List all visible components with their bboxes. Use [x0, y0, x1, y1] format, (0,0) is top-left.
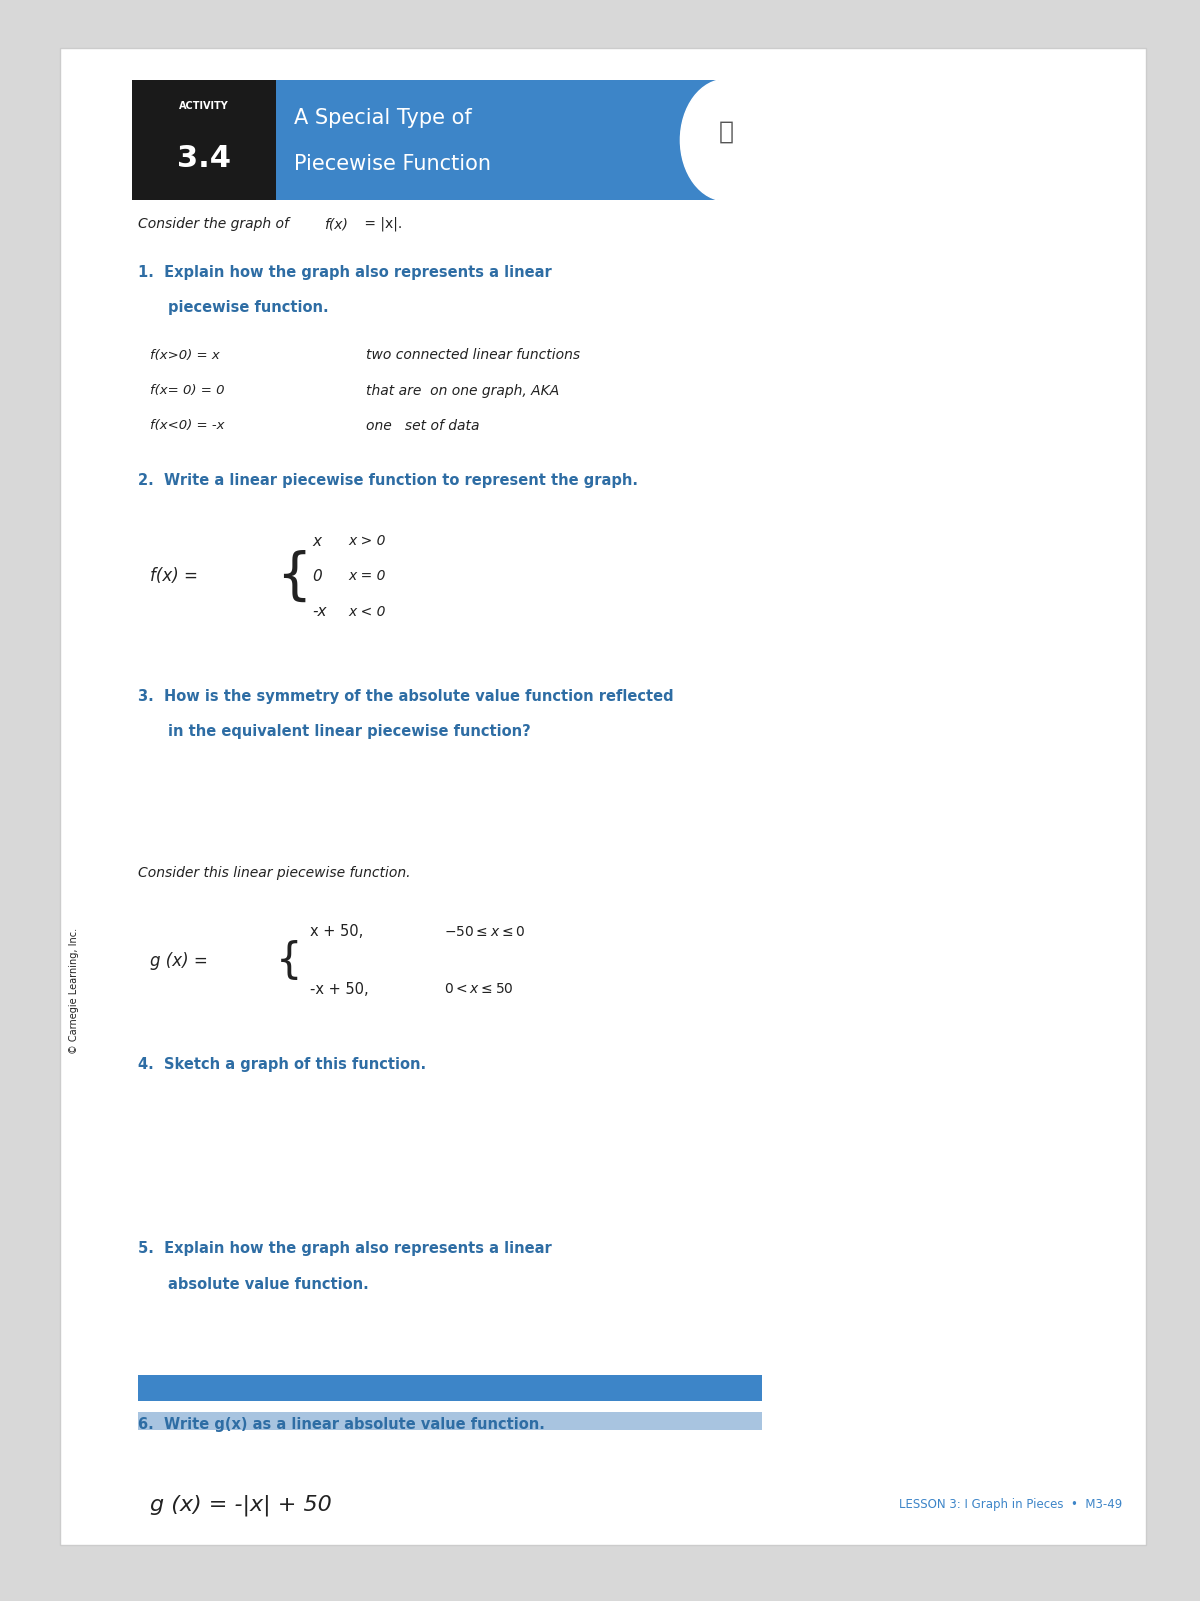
Text: = |x|.: = |x|. [360, 216, 402, 232]
Text: -x: -x [312, 604, 326, 620]
Text: -x + 50,: -x + 50, [310, 981, 368, 997]
Text: x: x [1078, 1069, 1085, 1082]
Text: 6.  Write g(x) as a linear absolute value function.: 6. Write g(x) as a linear absolute value… [138, 1417, 545, 1433]
Text: y: y [900, 176, 907, 189]
Text: $-50 \leq x \leq 0$: $-50 \leq x \leq 0$ [444, 925, 526, 938]
Text: {: { [276, 549, 311, 604]
Text: 0: 0 [312, 568, 322, 584]
Text: x = 0: x = 0 [348, 570, 385, 583]
Text: $0 < x \leq 50$: $0 < x \leq 50$ [444, 983, 514, 996]
Text: y: y [817, 764, 824, 776]
Text: absolute value function.: absolute value function. [168, 1276, 368, 1292]
Text: A Special Type of: A Special Type of [294, 109, 472, 128]
Text: that are  on one graph, AKA: that are on one graph, AKA [366, 384, 559, 397]
Text: f(x) =: f(x) = [150, 567, 198, 586]
Text: 1.  Explain how the graph also represents a linear: 1. Explain how the graph also represents… [138, 264, 552, 280]
Text: in the equivalent linear piecewise function?: in the equivalent linear piecewise funct… [168, 724, 530, 740]
Text: 🔧: 🔧 [719, 120, 733, 144]
Text: Piecewise Function: Piecewise Function [294, 154, 491, 175]
Text: Consider this linear piecewise function.: Consider this linear piecewise function. [138, 866, 410, 879]
Text: {: { [276, 940, 302, 981]
Text: Consider the graph of: Consider the graph of [138, 218, 293, 231]
Text: © Carnegie Learning, Inc.: © Carnegie Learning, Inc. [70, 929, 79, 1053]
Text: 5.  Explain how the graph also represents a linear: 5. Explain how the graph also represents… [138, 1241, 552, 1257]
Text: x + 50,: x + 50, [310, 924, 362, 940]
Text: one   set of data: one set of data [366, 419, 480, 432]
Text: x > 0: x > 0 [348, 535, 385, 548]
Text: f(x= 0) = 0: f(x= 0) = 0 [150, 384, 224, 397]
Text: f(x>0) = x: f(x>0) = x [150, 349, 220, 362]
Text: ACTIVITY: ACTIVITY [179, 101, 229, 112]
Text: 2.  Write a linear piecewise function to represent the graph.: 2. Write a linear piecewise function to … [138, 472, 638, 488]
Text: x: x [312, 533, 322, 549]
Text: f(x): f(x) [324, 218, 348, 231]
Text: two connected linear functions: two connected linear functions [366, 349, 580, 362]
Text: 3.4: 3.4 [178, 144, 230, 173]
Text: g (x) =: g (x) = [150, 951, 208, 970]
Text: LESSON 3: I Graph in Pieces  •  M3-49: LESSON 3: I Graph in Pieces • M3-49 [899, 1499, 1122, 1511]
Text: g (x) = -|x| + 50: g (x) = -|x| + 50 [150, 1494, 331, 1516]
Text: -10: -10 [902, 411, 919, 421]
Text: f(x<0) = -x: f(x<0) = -x [150, 419, 224, 432]
Text: x < 0: x < 0 [348, 605, 385, 618]
Text: 4.  Sketch a graph of this function.: 4. Sketch a graph of this function. [138, 1057, 426, 1073]
Text: 3.  How is the symmetry of the absolute value function reflected: 3. How is the symmetry of the absolute v… [138, 688, 673, 704]
Text: piecewise function.: piecewise function. [168, 299, 329, 315]
Text: x: x [1066, 317, 1073, 330]
